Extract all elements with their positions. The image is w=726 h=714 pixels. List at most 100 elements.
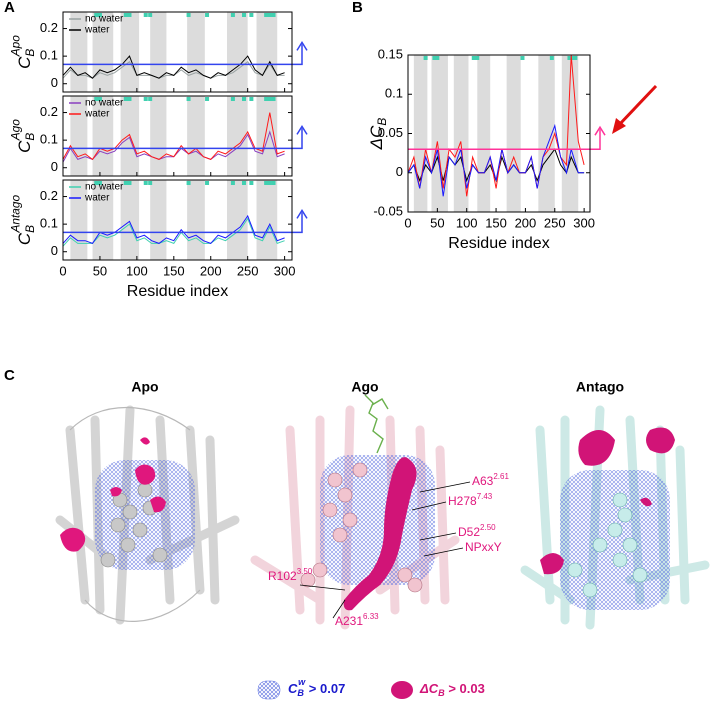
y-tick-label: 0 xyxy=(396,164,403,179)
legend-label: water xyxy=(84,193,110,204)
helix-band xyxy=(431,55,448,212)
structure-apo xyxy=(55,405,240,625)
site-marker xyxy=(271,13,276,17)
plot-frame xyxy=(407,54,591,213)
label-sup: w xyxy=(298,677,306,687)
y-tick-label: 0.15 xyxy=(378,46,403,61)
leader-line xyxy=(419,532,457,541)
helix-band xyxy=(506,55,521,212)
series-line xyxy=(62,55,285,79)
x-tick-label: 50 xyxy=(430,215,444,230)
residue-name: R102 xyxy=(268,569,297,583)
site-marker xyxy=(94,181,99,185)
x-tick-label: 300 xyxy=(274,263,296,278)
helix-band xyxy=(477,55,491,212)
residue-label: R1023.50 xyxy=(268,567,313,583)
rich-label: CBApo xyxy=(9,35,37,69)
x-tick-label: 200 xyxy=(515,215,537,230)
leader-line xyxy=(332,599,346,619)
y-axis-label: CBAgo xyxy=(9,119,37,153)
leader-line xyxy=(423,547,464,557)
annotation-arrowhead xyxy=(612,118,626,134)
helix-band xyxy=(150,12,167,92)
site-marker xyxy=(230,13,235,17)
helix-band xyxy=(150,180,167,260)
site-marker xyxy=(435,56,440,60)
x-tick-label: 300 xyxy=(573,215,595,230)
structure-ago xyxy=(250,394,460,630)
site-marker xyxy=(127,97,132,101)
rich-label: CBw > 0.07 xyxy=(288,677,345,698)
site-marker xyxy=(249,97,254,101)
x-tick-label: 200 xyxy=(200,263,222,278)
residue-label: D522.50 xyxy=(458,523,496,539)
site-marker xyxy=(267,97,272,101)
residue-name: D52 xyxy=(458,525,480,539)
site-marker xyxy=(520,56,525,60)
legend-label: water xyxy=(84,109,110,120)
label-sup: Apo xyxy=(9,35,23,58)
site-marker xyxy=(94,97,99,101)
y-tick-label: 0.05 xyxy=(378,125,403,140)
site-marker xyxy=(241,13,246,17)
legend-label: water xyxy=(84,25,110,36)
residue-label: NPxxY xyxy=(465,540,502,554)
leader-line xyxy=(299,584,346,591)
site-marker xyxy=(264,181,269,185)
site-marker xyxy=(123,13,128,17)
threshold-line xyxy=(63,44,303,66)
residue-label: A2316.33 xyxy=(335,612,379,628)
y-tick-label: 0 xyxy=(51,159,58,174)
x-tick-label: 250 xyxy=(237,263,259,278)
series-line xyxy=(407,54,585,197)
helix-band xyxy=(256,12,278,92)
structure-title: Apo xyxy=(131,379,158,395)
x-tick-label: 100 xyxy=(456,215,478,230)
helix-band xyxy=(256,180,278,260)
leader-line xyxy=(419,481,471,493)
legend-mesh xyxy=(257,680,281,700)
site-marker xyxy=(143,181,148,185)
site-marker xyxy=(186,97,191,101)
rich-label: ΔCB > 0.03 xyxy=(419,681,485,698)
annotation-arrow xyxy=(616,84,658,128)
panel-label: C xyxy=(4,367,15,384)
site-marker xyxy=(148,13,153,17)
x-axis-label: Residue index xyxy=(448,235,549,252)
helix-band xyxy=(538,55,555,212)
helix-band xyxy=(92,180,114,260)
site-marker xyxy=(94,13,99,17)
legend-blob xyxy=(391,681,413,699)
label-main: ΔC xyxy=(367,125,386,150)
structure-title: Ago xyxy=(351,379,378,395)
site-marker xyxy=(230,181,235,185)
y-tick-label: 0 xyxy=(51,75,58,90)
residue-name: NPxxY xyxy=(465,540,502,554)
label-sub: B xyxy=(23,133,37,141)
panel-label: A xyxy=(4,0,15,16)
y-axis-label: CBApo xyxy=(9,35,37,69)
site-marker xyxy=(271,181,276,185)
threshold-arrowhead xyxy=(296,208,308,219)
label-sub: B xyxy=(438,688,445,698)
label-rest: > 0.07 xyxy=(305,681,345,696)
helix-band xyxy=(226,96,248,176)
series-line xyxy=(62,217,285,247)
rich-label: ΔCB xyxy=(367,118,389,151)
site-marker xyxy=(148,181,153,185)
site-marker xyxy=(423,56,428,60)
label-main: C xyxy=(15,140,34,153)
y-tick-label: 0 xyxy=(51,243,58,258)
label-sub: B xyxy=(23,225,37,233)
site-marker xyxy=(97,181,102,185)
y-tick-label: 0.2 xyxy=(40,20,58,35)
legend-label: no water xyxy=(85,14,124,25)
helix-band xyxy=(70,180,88,260)
x-tick-label: 0 xyxy=(59,263,66,278)
site-marker xyxy=(264,97,269,101)
threshold-arrowhead xyxy=(594,125,606,136)
site-marker xyxy=(432,56,437,60)
label-main: C xyxy=(288,681,298,696)
